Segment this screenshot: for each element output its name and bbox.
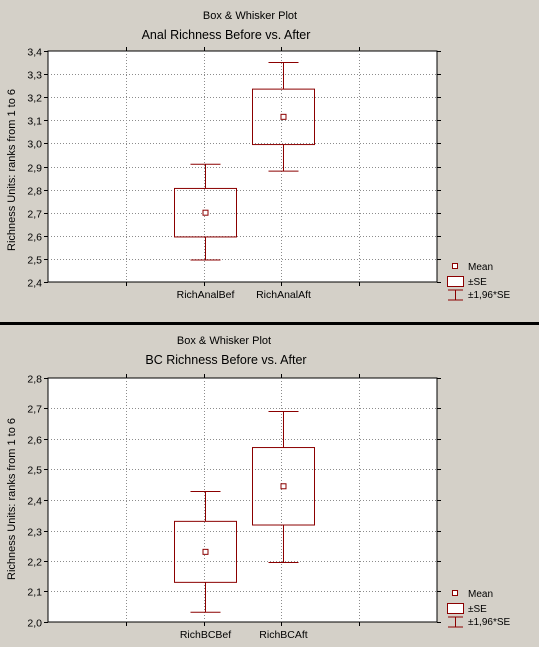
y-tick-label: 2,3 xyxy=(27,527,42,539)
legend-ci-icon xyxy=(448,289,463,301)
chart-title: Anal Richness Before vs. After xyxy=(142,28,311,42)
y-tick-label: 2,9 xyxy=(27,163,42,175)
panel-divider xyxy=(0,322,539,325)
legend-se-label: ±SE xyxy=(468,277,487,288)
x-category-label: RichBCAft xyxy=(259,629,308,641)
chart-title: BC Richness Before vs. After xyxy=(145,353,306,367)
y-tick-label: 2,6 xyxy=(27,232,42,244)
legend-mean-icon xyxy=(452,590,458,596)
mean-marker xyxy=(280,113,287,120)
legend-mean-label: Mean xyxy=(468,262,493,273)
legend-mean-label: Mean xyxy=(468,589,493,600)
se-box xyxy=(252,447,315,526)
y-tick-label: 2,1 xyxy=(27,587,42,599)
chart-panel-anal: Box & Whisker Plot Anal Richness Before … xyxy=(0,0,539,323)
mean-marker xyxy=(202,548,209,555)
box-group-RichAnalBef xyxy=(174,163,237,261)
legend-ci-label: ±1,96*SE xyxy=(468,290,511,301)
chart-panel-bc: Box & Whisker Plot BC Richness Before vs… xyxy=(0,325,539,647)
y-tick-label: 3,3 xyxy=(27,70,42,82)
plot-area xyxy=(47,50,438,283)
y-tick-label: 3,0 xyxy=(27,139,42,151)
x-category-label: RichBCBef xyxy=(180,629,231,641)
se-box xyxy=(174,187,237,238)
y-tick-label: 2,4 xyxy=(27,278,42,290)
chart-anal-richness: Box & Whisker Plot Anal Richness Before … xyxy=(6,10,511,301)
se-box xyxy=(174,520,237,583)
y-tick-label: 2,8 xyxy=(27,374,42,386)
y-axis-label: Richness Units: ranks from 1 to 6 xyxy=(6,418,18,580)
legend-se-label: ±SE xyxy=(468,604,487,615)
legend: Mean ±SE ±1,96*SE xyxy=(447,262,511,301)
legend-mean-icon xyxy=(452,263,458,269)
y-tick-label: 2,7 xyxy=(27,209,42,221)
y-tick-label: 3,1 xyxy=(27,116,42,128)
chart-bc-richness: Box & Whisker Plot BC Richness Before vs… xyxy=(6,335,511,641)
y-tick-label: 2,2 xyxy=(27,557,42,569)
x-category-label: RichAnalAft xyxy=(256,289,311,301)
plot-type-label: Box & Whisker Plot xyxy=(203,10,297,22)
y-tick-label: 3,2 xyxy=(27,93,42,105)
legend: Mean ±SE ±1,96*SE xyxy=(447,589,511,628)
legend-se-icon xyxy=(447,603,464,614)
legend-ci-icon xyxy=(448,616,463,628)
mean-marker xyxy=(202,209,209,216)
legend-ci-label: ±1,96*SE xyxy=(468,617,511,628)
box-group-RichBCAft xyxy=(252,411,315,564)
y-tick-label: 2,6 xyxy=(27,435,42,447)
y-tick-label: 2,4 xyxy=(27,496,42,508)
legend-se-icon xyxy=(447,276,464,287)
y-tick-label: 2,5 xyxy=(27,255,42,267)
y-tick-label: 2,7 xyxy=(27,404,42,416)
y-tick-label: 2,8 xyxy=(27,186,42,198)
se-box xyxy=(252,88,315,146)
y-tick-label: 3,4 xyxy=(27,47,42,59)
mean-marker xyxy=(280,483,287,490)
y-tick-label: 2,0 xyxy=(27,618,42,630)
y-axis-label: Richness Units: ranks from 1 to 6 xyxy=(6,89,18,251)
box-group-RichAnalAft xyxy=(252,62,315,172)
x-category-label: RichAnalBef xyxy=(177,289,235,301)
y-tick-label: 2,5 xyxy=(27,465,42,477)
plot-type-label: Box & Whisker Plot xyxy=(177,335,271,347)
box-group-RichBCBef xyxy=(174,490,237,613)
